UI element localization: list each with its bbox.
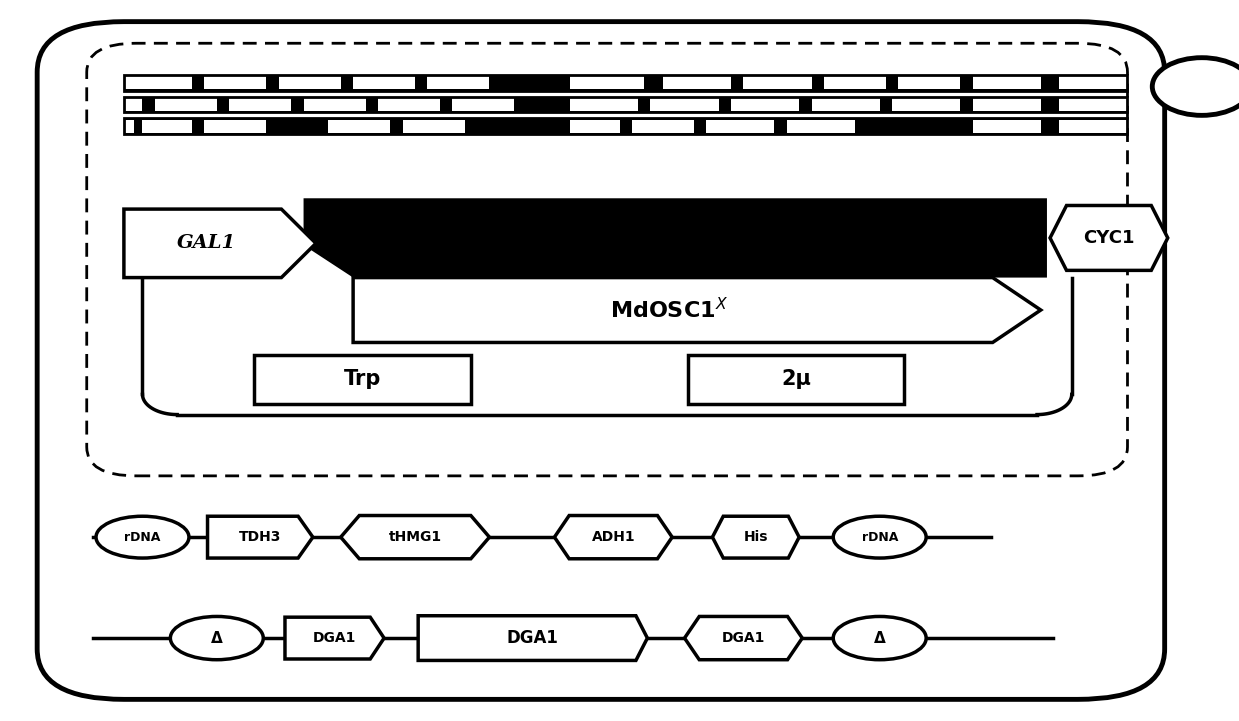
Text: DGA1: DGA1 — [312, 631, 357, 645]
Bar — [452, 98, 514, 111]
Bar — [378, 98, 440, 111]
Ellipse shape — [170, 616, 263, 660]
Bar — [632, 120, 694, 133]
Bar — [973, 120, 1041, 133]
Bar — [155, 98, 217, 111]
Ellipse shape — [833, 516, 926, 558]
Bar — [124, 98, 142, 111]
Bar — [787, 120, 855, 133]
Bar — [124, 97, 1127, 112]
Text: ADH1: ADH1 — [591, 530, 636, 544]
Bar — [279, 76, 341, 89]
FancyBboxPatch shape — [254, 355, 471, 404]
Bar — [204, 120, 266, 133]
Bar — [570, 76, 644, 89]
Text: rDNA: rDNA — [861, 531, 898, 544]
Text: GAL1: GAL1 — [177, 234, 237, 252]
Bar — [124, 97, 1127, 112]
Text: Trp: Trp — [343, 369, 382, 389]
Bar — [124, 75, 1127, 91]
Polygon shape — [684, 616, 803, 660]
Polygon shape — [124, 209, 316, 278]
Polygon shape — [341, 516, 489, 559]
Bar — [973, 76, 1041, 89]
Bar — [1059, 76, 1127, 89]
Bar — [1059, 120, 1127, 133]
Bar — [812, 98, 880, 111]
Bar — [124, 75, 1127, 91]
Bar — [204, 76, 266, 89]
Polygon shape — [285, 617, 384, 659]
Text: rDNA: rDNA — [124, 531, 161, 544]
Bar — [427, 76, 489, 89]
Text: Δ: Δ — [211, 631, 223, 645]
Bar — [706, 120, 774, 133]
Bar — [824, 76, 886, 89]
Bar — [570, 98, 638, 111]
Bar — [898, 76, 960, 89]
Polygon shape — [353, 278, 1041, 342]
Polygon shape — [554, 516, 672, 559]
Bar — [892, 98, 960, 111]
Bar — [142, 120, 192, 133]
Polygon shape — [712, 516, 799, 558]
Bar — [229, 98, 291, 111]
Bar — [124, 118, 1127, 134]
FancyBboxPatch shape — [37, 22, 1165, 699]
Text: His: His — [743, 530, 768, 544]
Ellipse shape — [97, 516, 188, 558]
Ellipse shape — [833, 616, 926, 660]
Bar — [570, 120, 620, 133]
Bar — [304, 98, 366, 111]
Bar — [743, 76, 812, 89]
Text: MdOSC1$^X$: MdOSC1$^X$ — [611, 298, 729, 322]
Bar — [403, 120, 465, 133]
Bar — [124, 118, 1127, 134]
Bar — [124, 120, 134, 133]
Bar — [353, 76, 415, 89]
Text: CYC1: CYC1 — [1083, 229, 1135, 247]
Text: tHMG1: tHMG1 — [389, 530, 441, 544]
Bar — [650, 98, 719, 111]
Polygon shape — [207, 516, 312, 558]
Text: Δ: Δ — [873, 631, 886, 645]
Bar — [973, 98, 1041, 111]
Bar — [124, 76, 192, 89]
Text: DGA1: DGA1 — [507, 629, 559, 647]
Bar — [731, 98, 799, 111]
Bar — [1059, 98, 1127, 111]
Text: 2μ: 2μ — [781, 369, 812, 389]
Polygon shape — [419, 616, 647, 660]
FancyBboxPatch shape — [688, 355, 904, 404]
Bar — [663, 76, 731, 89]
Text: DGA1: DGA1 — [721, 631, 766, 645]
Text: TDH3: TDH3 — [239, 530, 281, 544]
Bar — [328, 120, 390, 133]
Polygon shape — [304, 198, 1047, 278]
Circle shape — [1152, 58, 1239, 115]
Polygon shape — [1049, 205, 1167, 270]
